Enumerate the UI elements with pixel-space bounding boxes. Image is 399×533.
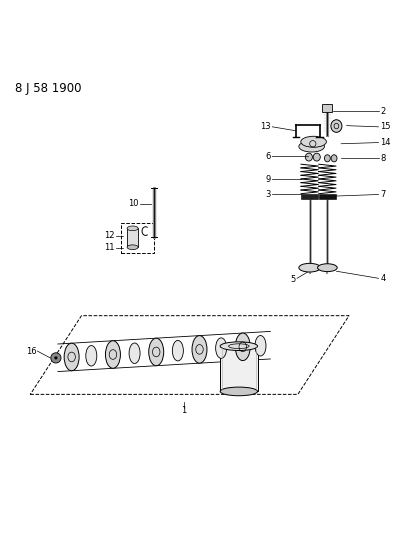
Ellipse shape xyxy=(305,153,312,161)
Ellipse shape xyxy=(331,120,342,132)
Ellipse shape xyxy=(105,341,120,368)
Text: 5: 5 xyxy=(290,275,296,284)
Ellipse shape xyxy=(129,343,140,364)
Text: 9: 9 xyxy=(265,175,270,184)
Text: 8: 8 xyxy=(381,154,386,163)
Ellipse shape xyxy=(149,338,164,366)
Ellipse shape xyxy=(255,336,266,356)
Circle shape xyxy=(51,353,61,363)
Ellipse shape xyxy=(299,263,320,272)
Text: 7: 7 xyxy=(381,190,386,199)
Bar xyxy=(220,346,257,391)
Ellipse shape xyxy=(127,245,138,249)
Text: 3: 3 xyxy=(265,190,270,199)
Text: 15: 15 xyxy=(381,123,391,131)
Ellipse shape xyxy=(299,141,324,152)
Text: 11: 11 xyxy=(105,243,115,252)
Bar xyxy=(127,228,138,247)
Ellipse shape xyxy=(313,153,320,161)
Ellipse shape xyxy=(172,341,184,361)
Bar xyxy=(301,193,318,199)
Bar xyxy=(322,103,332,112)
Bar xyxy=(319,193,336,199)
Ellipse shape xyxy=(331,155,337,162)
Ellipse shape xyxy=(215,338,227,358)
Text: 13: 13 xyxy=(260,123,270,131)
Text: 4: 4 xyxy=(381,274,386,283)
Ellipse shape xyxy=(86,345,97,366)
Text: 6: 6 xyxy=(265,152,270,161)
Ellipse shape xyxy=(235,333,250,361)
Text: 16: 16 xyxy=(26,346,37,356)
Ellipse shape xyxy=(192,336,207,363)
Ellipse shape xyxy=(220,342,257,351)
Text: 8 J 58 1900: 8 J 58 1900 xyxy=(15,82,81,94)
Ellipse shape xyxy=(324,155,330,162)
Text: 2: 2 xyxy=(381,107,386,116)
Text: 14: 14 xyxy=(381,138,391,147)
Ellipse shape xyxy=(301,136,326,147)
Bar xyxy=(121,223,154,253)
Circle shape xyxy=(54,357,57,359)
Ellipse shape xyxy=(64,343,79,371)
Text: 1: 1 xyxy=(181,406,186,415)
Ellipse shape xyxy=(318,264,337,272)
Ellipse shape xyxy=(127,226,138,231)
Text: 12: 12 xyxy=(105,231,115,240)
Ellipse shape xyxy=(220,387,257,395)
Text: 10: 10 xyxy=(128,199,138,208)
